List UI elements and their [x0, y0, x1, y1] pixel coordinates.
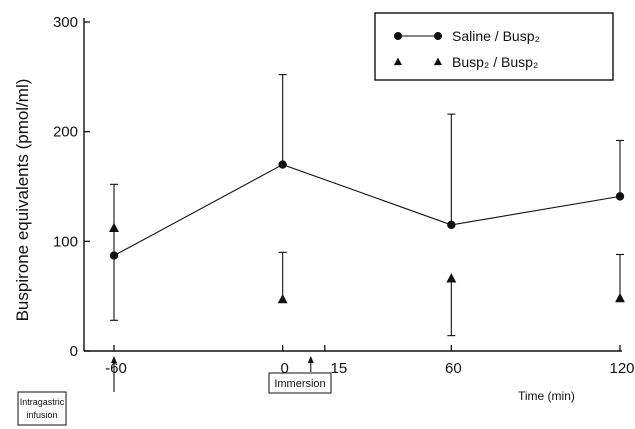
error-bar-group [110, 74, 624, 337]
data-point-triangle [446, 273, 457, 283]
series-line-1 [113, 163, 621, 257]
data-point-circle [615, 192, 625, 201]
data-point-triangle [277, 293, 288, 304]
x-tick-label: 15 [330, 360, 347, 377]
data-point-circle [109, 251, 119, 260]
immersion-label: Immersion [274, 378, 325, 390]
data-point-circle [278, 160, 287, 169]
y-tick-label: 0 [70, 343, 78, 360]
annotation-group: Intragastric infusion Immersion [17, 356, 332, 426]
legend-label: Saline / Busp₂ [452, 28, 540, 44]
infusion-label: infusion [26, 410, 57, 420]
x-axis-label: Time (min) [518, 389, 575, 403]
legend: Saline / Busp₂ Busp₂ / Busp₂ [374, 12, 614, 81]
y-tick-label: 300 [53, 14, 78, 31]
data-point-circle [447, 220, 456, 230]
immersion-arrow-head [307, 356, 314, 363]
x-tick-label: -60 [105, 360, 127, 377]
y-axis-label: Buspirone equivalents (pmol/ml) [13, 79, 32, 322]
infusion-label: Intragastric [20, 397, 65, 407]
data-point-triangle [615, 292, 625, 303]
marker-group [109, 160, 625, 304]
x-tick-label: 120 [609, 360, 634, 377]
legend-box [374, 12, 614, 81]
legend-label: Busp₂ / Busp₂ [452, 54, 538, 70]
infusion-arrow-head [111, 356, 117, 363]
immersion-box [268, 372, 332, 394]
y-tick-label: 100 [53, 233, 78, 250]
series-line-group [113, 163, 621, 257]
data-point-triangle [109, 222, 119, 233]
legend-marker-circle [394, 32, 402, 40]
legend-marker-triangle [433, 57, 443, 66]
infusion-box [17, 391, 67, 426]
chart-axes [83, 18, 622, 352]
y-tick-label: 200 [53, 124, 78, 141]
legend-marker-triangle [393, 57, 403, 66]
x-tick-label: 60 [445, 360, 462, 377]
y-tick-group: 0 100 200 300 [53, 14, 90, 360]
x-tick-label: 0 [280, 360, 288, 377]
legend-marker-circle [434, 32, 442, 40]
x-tick-group: -60 0 15 60 120 [105, 345, 635, 377]
